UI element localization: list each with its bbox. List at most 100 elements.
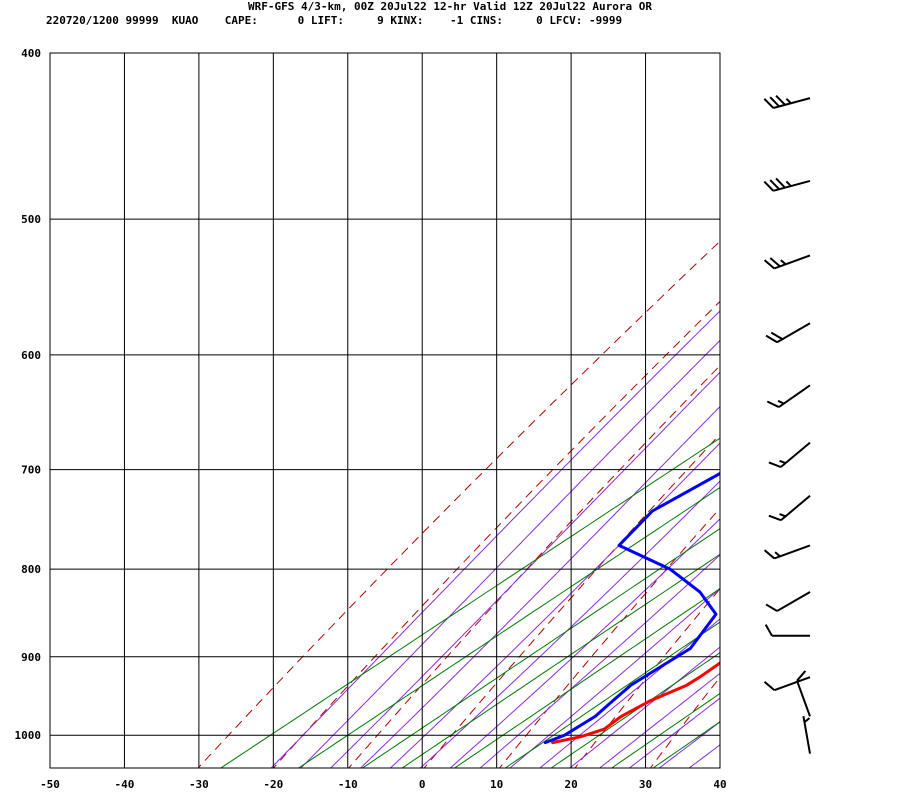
- barb-staff: [796, 680, 811, 717]
- x-tick-label: -40: [115, 778, 135, 791]
- barb-staff: [776, 322, 811, 344]
- moist-adiabat: [598, 672, 720, 768]
- barb-feather: [763, 98, 775, 109]
- barb-feather: [775, 177, 786, 189]
- x-tick-label: -20: [263, 778, 283, 791]
- barb-staff: [780, 441, 811, 468]
- barb-staff: [773, 544, 811, 560]
- moist-adiabat: [688, 744, 720, 768]
- barb-feather: [763, 549, 775, 560]
- barb-feather: [763, 681, 775, 691]
- wind-barb: [796, 670, 811, 717]
- barb-feather: [769, 179, 780, 190]
- barb-staff: [778, 384, 811, 408]
- wind-barb: [765, 591, 811, 612]
- barb-staff: [802, 716, 811, 754]
- wind-barb: [763, 544, 811, 560]
- mixing-ratio-line: [401, 553, 720, 768]
- barb-feather: [803, 717, 811, 723]
- wind-barb: [763, 177, 811, 192]
- mixing-ratio-line: [219, 437, 720, 768]
- x-tick-label: 30: [639, 778, 652, 791]
- y-tick-label: 700: [21, 464, 41, 477]
- barb-feather: [763, 259, 775, 270]
- x-tick-label: -30: [189, 778, 209, 791]
- barb-staff: [773, 676, 811, 692]
- barb-feather: [765, 334, 778, 344]
- moist-adiabat: [270, 310, 720, 768]
- dry-adiabat: [649, 676, 720, 768]
- barb-feather: [775, 94, 786, 106]
- x-tick-label: 20: [564, 778, 577, 791]
- barb-feather: [769, 96, 780, 108]
- barb-feather: [766, 400, 780, 408]
- dry-adiabat: [272, 300, 720, 768]
- y-tick-label: 1000: [15, 729, 42, 742]
- x-tick-label: 10: [490, 778, 503, 791]
- mixing-ratio-line: [610, 692, 720, 768]
- barb-feather: [774, 551, 781, 558]
- sounding-indices: 220720/1200 99999 KUAO CAPE: 0 LIFT: 9 K…: [46, 14, 623, 27]
- temperature-profile: [551, 661, 720, 745]
- moist-adiabat: [718, 766, 720, 768]
- y-tick-label: 800: [21, 563, 41, 576]
- y-tick-label: 500: [21, 213, 41, 226]
- barb-feather: [779, 459, 786, 465]
- chart-title: WRF-GFS 4/3-km, 00Z 20Jul22 12-hr Valid …: [248, 0, 652, 13]
- barb-feather: [765, 603, 778, 612]
- mixing-ratio-line: [550, 652, 720, 768]
- moist-adiabat: [419, 480, 720, 768]
- barb-feather: [777, 399, 785, 405]
- profiles: [543, 471, 720, 745]
- wind-barb: [765, 322, 811, 344]
- barb-staff: [773, 179, 811, 192]
- x-tick-label: 0: [419, 778, 426, 791]
- barb-feather: [768, 461, 782, 468]
- dry-adiabat: [498, 507, 720, 768]
- mixing-ratio-line: [361, 528, 720, 768]
- moist-adiabat: [449, 518, 720, 768]
- barb-feather: [780, 259, 787, 266]
- mixing-ratio-line: [453, 587, 720, 768]
- wind-barb: [763, 94, 811, 109]
- axis-ticks: 400 500 600 700 800 900 1000 -50 -40 -30 -20 -10 0 10…: [15, 47, 727, 791]
- plot-frame: [49, 52, 721, 769]
- wind-barb: [768, 441, 811, 468]
- wind-barb: [802, 716, 811, 754]
- wind-barb: [768, 495, 811, 522]
- moist-adiabat: [658, 721, 720, 768]
- dry-adiabat: [874, 15, 900, 772]
- y-tick-label: 900: [21, 651, 41, 664]
- mixing-ratio-line: [652, 721, 720, 768]
- barb-feather: [785, 97, 792, 104]
- barb-staff: [780, 495, 811, 521]
- barb-staff: [773, 97, 811, 109]
- dry-adiabat: [197, 240, 720, 768]
- moist-adiabat: [479, 554, 720, 768]
- moist-adiabat: [330, 371, 720, 768]
- barb-feather: [763, 180, 775, 192]
- moist-adiabat: [300, 339, 720, 768]
- x-tick-label: -50: [40, 778, 60, 791]
- dry-adiabat: [423, 433, 720, 768]
- dewpoint-profile: [543, 471, 720, 745]
- y-tick-label: 400: [21, 47, 41, 60]
- background-lines: [197, 15, 900, 772]
- moist-adiabat: [539, 618, 720, 768]
- moist-adiabat: [359, 405, 720, 768]
- wind-barb: [763, 254, 811, 270]
- wind-barb: [764, 624, 810, 637]
- barb-feather: [796, 670, 807, 682]
- dry-adiabat: [348, 364, 720, 768]
- moist-adiabat: [509, 587, 720, 768]
- barb-feather: [769, 257, 781, 268]
- barb-feather: [768, 514, 782, 522]
- moist-adiabat: [628, 697, 720, 768]
- moist-adiabat: [389, 442, 720, 768]
- wind-barb: [763, 676, 811, 692]
- mixing-ratio-line: [297, 486, 720, 768]
- barb-feather: [779, 513, 786, 518]
- mixing-ratio-line: [504, 621, 720, 768]
- x-tick-label: 40: [713, 778, 726, 791]
